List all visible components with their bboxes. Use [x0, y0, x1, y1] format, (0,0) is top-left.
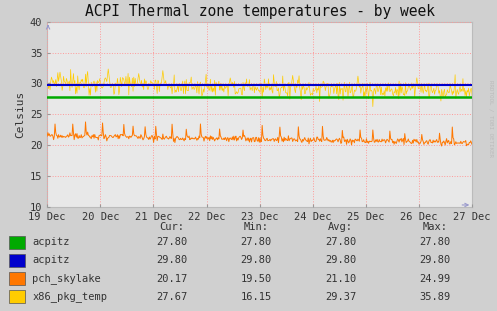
Text: Max:: Max: [422, 222, 447, 232]
Text: 27.80: 27.80 [241, 237, 271, 247]
FancyBboxPatch shape [9, 290, 25, 304]
Title: ACPI Thermal zone temperatures - by week: ACPI Thermal zone temperatures - by week [84, 4, 435, 19]
Text: 29.80: 29.80 [325, 255, 356, 266]
Text: 27.80: 27.80 [325, 237, 356, 247]
Text: x86_pkg_temp: x86_pkg_temp [32, 291, 107, 302]
Text: 27.67: 27.67 [156, 292, 187, 302]
FancyBboxPatch shape [9, 236, 25, 249]
Text: 20.17: 20.17 [156, 274, 187, 284]
Text: RRDTOOL / TOBI OETIKER: RRDTOOL / TOBI OETIKER [488, 80, 493, 157]
Y-axis label: Celsius: Celsius [16, 91, 26, 138]
Text: Min:: Min: [244, 222, 268, 232]
Text: 16.15: 16.15 [241, 292, 271, 302]
Text: Avg:: Avg: [328, 222, 353, 232]
Text: acpitz: acpitz [32, 255, 70, 266]
Text: 19.50: 19.50 [241, 274, 271, 284]
Text: 21.10: 21.10 [325, 274, 356, 284]
Text: 27.80: 27.80 [419, 237, 450, 247]
Text: 27.80: 27.80 [156, 237, 187, 247]
Text: 29.37: 29.37 [325, 292, 356, 302]
Text: 29.80: 29.80 [156, 255, 187, 266]
Text: Cur:: Cur: [159, 222, 184, 232]
FancyBboxPatch shape [9, 254, 25, 267]
Text: 29.80: 29.80 [241, 255, 271, 266]
Text: pch_skylake: pch_skylake [32, 273, 101, 284]
Text: 24.99: 24.99 [419, 274, 450, 284]
FancyBboxPatch shape [9, 272, 25, 285]
Text: 35.89: 35.89 [419, 292, 450, 302]
Text: 29.80: 29.80 [419, 255, 450, 266]
Text: acpitz: acpitz [32, 237, 70, 247]
